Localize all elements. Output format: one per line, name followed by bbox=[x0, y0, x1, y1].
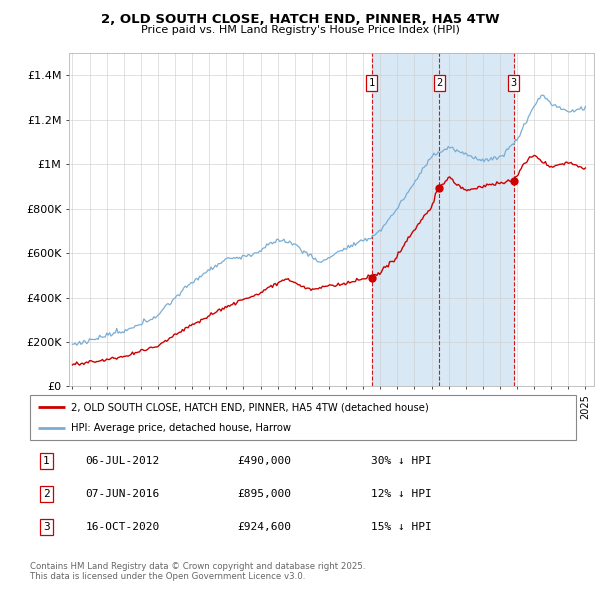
Text: 07-JUN-2016: 07-JUN-2016 bbox=[86, 489, 160, 499]
Text: 2: 2 bbox=[43, 489, 50, 499]
Text: £490,000: £490,000 bbox=[238, 456, 292, 466]
Text: 2, OLD SOUTH CLOSE, HATCH END, PINNER, HA5 4TW (detached house): 2, OLD SOUTH CLOSE, HATCH END, PINNER, H… bbox=[71, 402, 428, 412]
Text: 3: 3 bbox=[511, 78, 517, 88]
Text: 2, OLD SOUTH CLOSE, HATCH END, PINNER, HA5 4TW: 2, OLD SOUTH CLOSE, HATCH END, PINNER, H… bbox=[101, 13, 499, 26]
Text: HPI: Average price, detached house, Harrow: HPI: Average price, detached house, Harr… bbox=[71, 422, 291, 432]
Bar bbox=[371, 53, 514, 386]
Text: 15% ↓ HPI: 15% ↓ HPI bbox=[371, 522, 431, 532]
Text: £924,600: £924,600 bbox=[238, 522, 292, 532]
Text: 1: 1 bbox=[368, 78, 375, 88]
Text: Contains HM Land Registry data © Crown copyright and database right 2025.
This d: Contains HM Land Registry data © Crown c… bbox=[30, 562, 365, 581]
Text: 12% ↓ HPI: 12% ↓ HPI bbox=[371, 489, 431, 499]
Text: 1: 1 bbox=[43, 456, 50, 466]
Text: 06-JUL-2012: 06-JUL-2012 bbox=[86, 456, 160, 466]
Text: 3: 3 bbox=[43, 522, 50, 532]
Text: £895,000: £895,000 bbox=[238, 489, 292, 499]
Text: 16-OCT-2020: 16-OCT-2020 bbox=[86, 522, 160, 532]
Text: Price paid vs. HM Land Registry's House Price Index (HPI): Price paid vs. HM Land Registry's House … bbox=[140, 25, 460, 35]
Text: 2: 2 bbox=[436, 78, 442, 88]
Text: 30% ↓ HPI: 30% ↓ HPI bbox=[371, 456, 431, 466]
